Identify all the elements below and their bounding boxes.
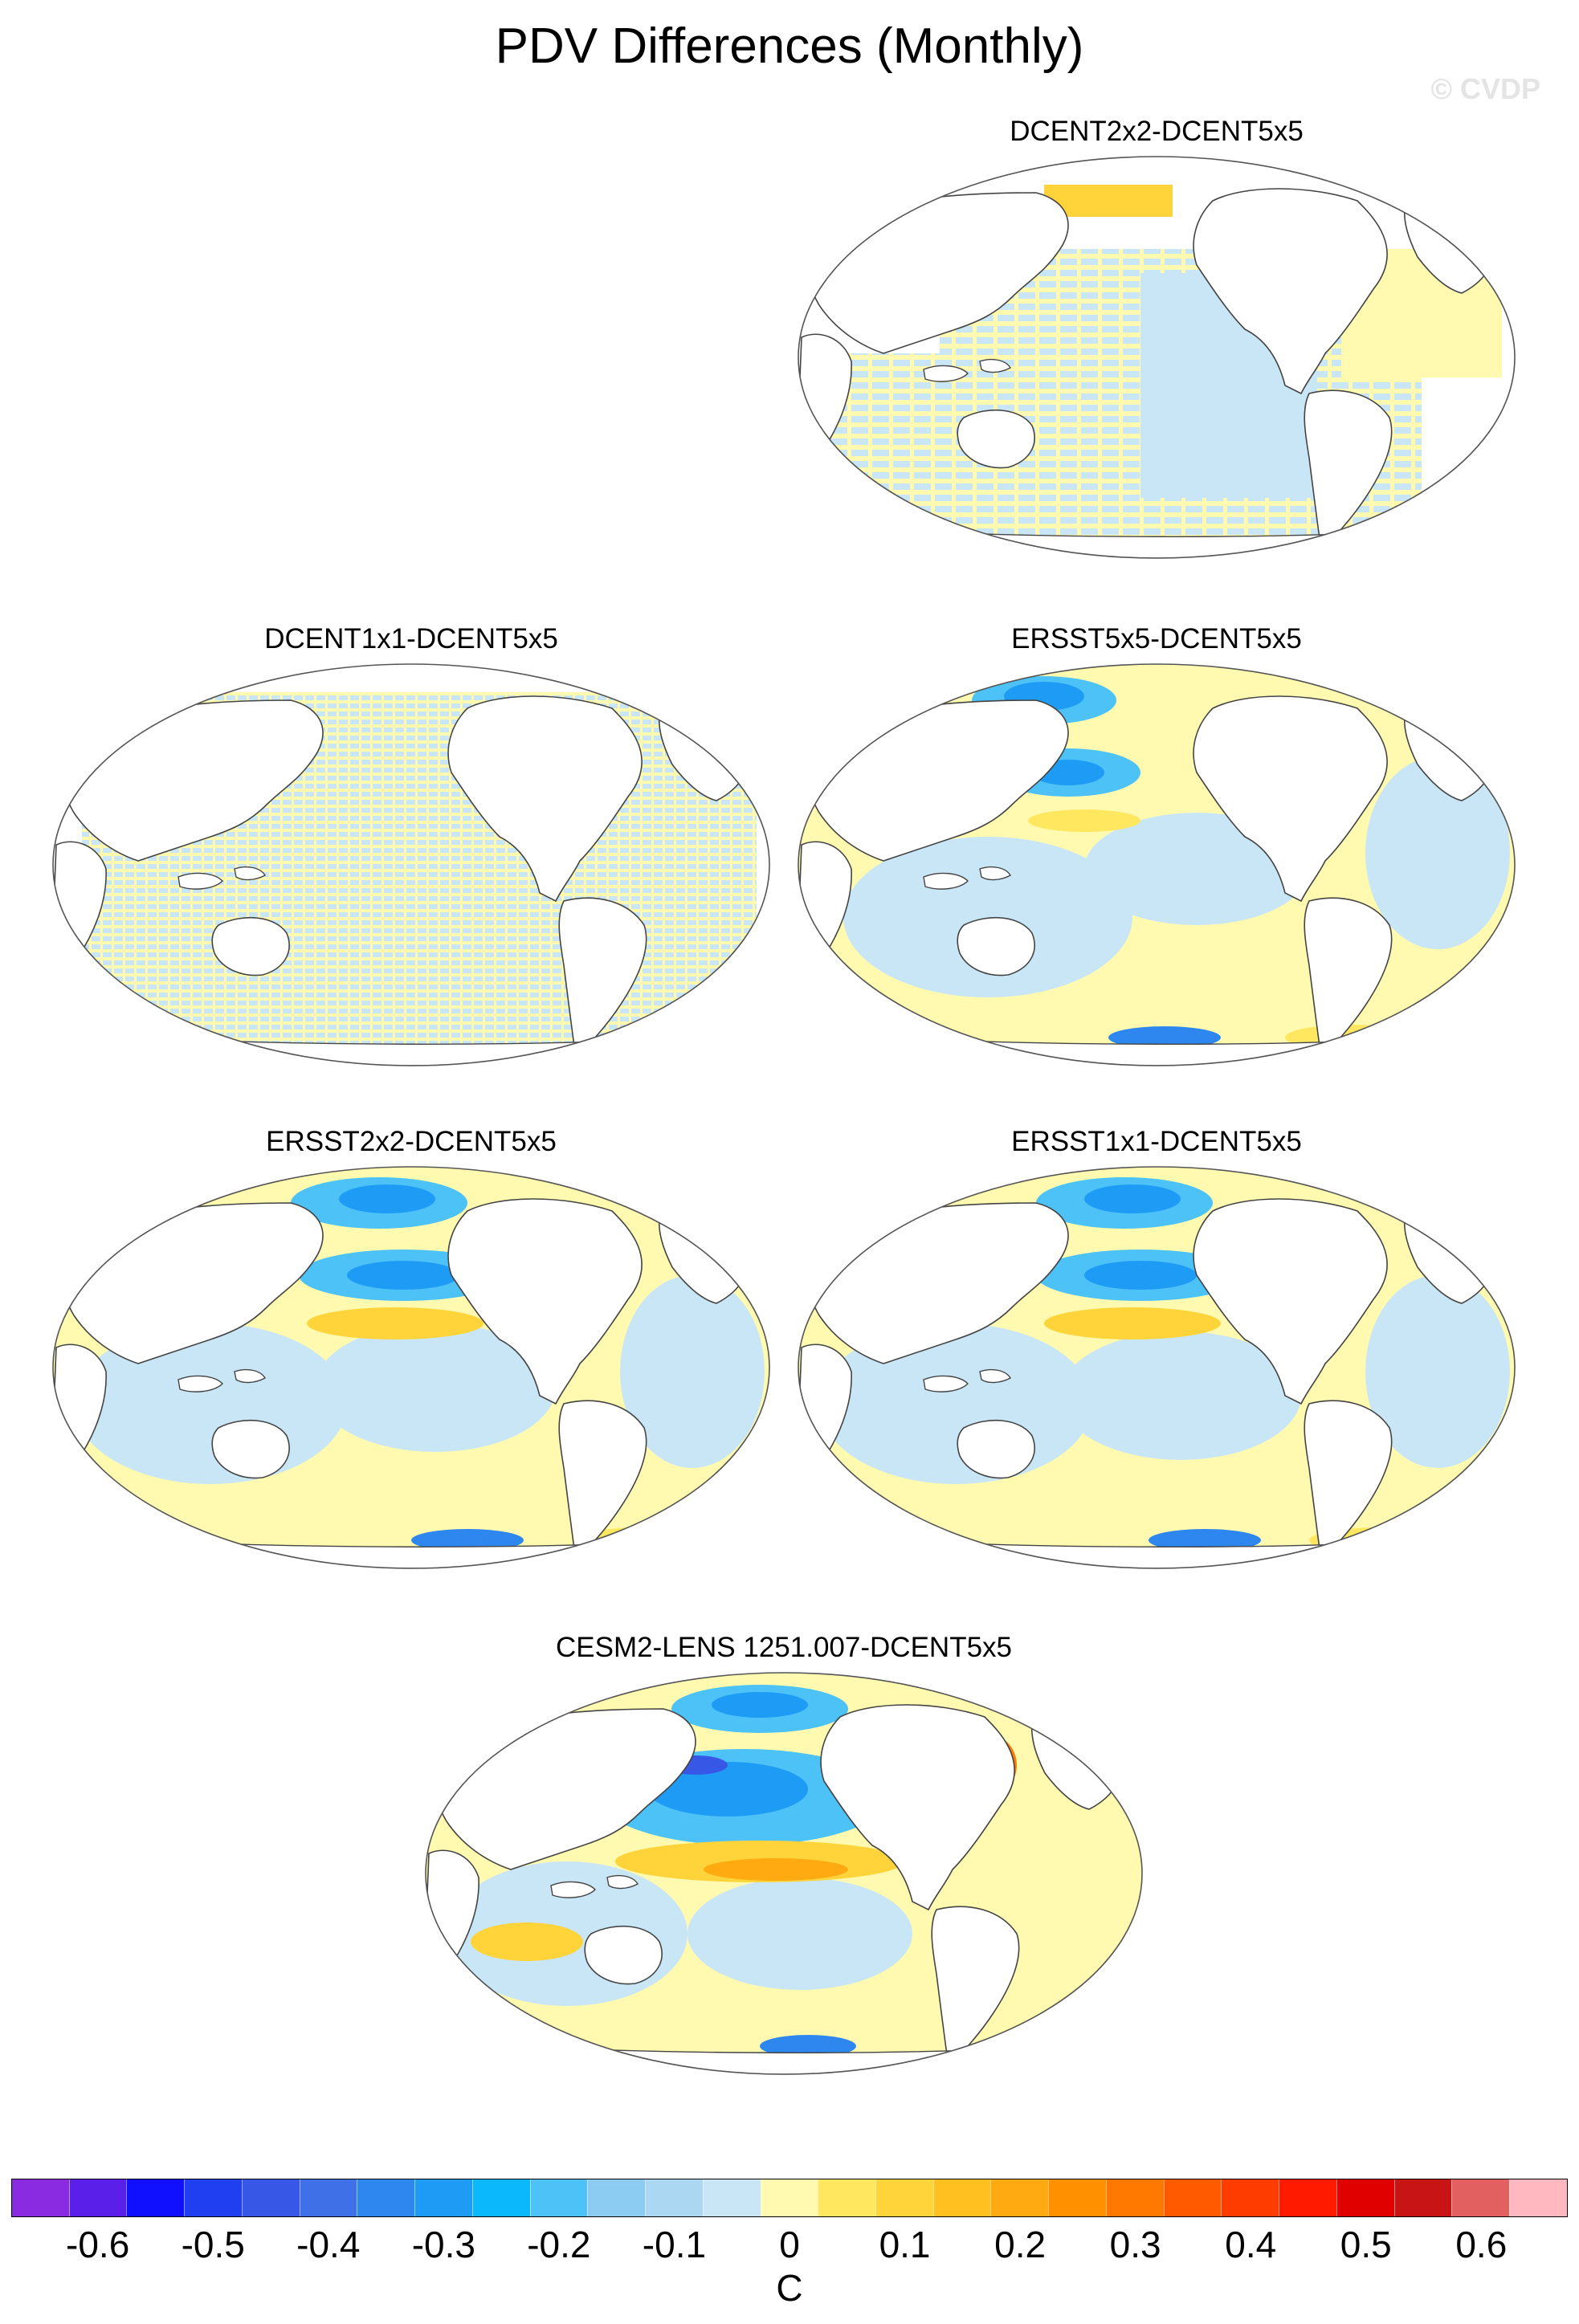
colorbar-cell: [587, 2179, 646, 2216]
colorbar-cell: [1393, 2179, 1452, 2216]
map-plot: [52, 1166, 770, 1569]
colorbar-cell: [529, 2179, 588, 2216]
colorbar-tick-label: 0: [779, 2224, 800, 2265]
colorbar-cell: [414, 2179, 472, 2216]
colorbar-cell: [299, 2179, 357, 2216]
colorbar-cell: [1105, 2179, 1164, 2216]
colorbar-cell: [1451, 2179, 1510, 2216]
map-panel-ersst2x2: ERSST2x2-DCENT5x5: [50, 1126, 773, 1576]
colorbar-cell: [990, 2179, 1049, 2216]
colorbar-cell: [1279, 2179, 1336, 2216]
panel-title: CESM2-LENS 1251.007-DCENT5x5: [555, 1632, 1012, 1663]
colorbar-cell: [1509, 2179, 1567, 2216]
colorbar-cell: [760, 2179, 818, 2216]
colorbar-tick-label: 0.1: [879, 2224, 931, 2265]
colorbar-cell: [645, 2179, 703, 2216]
colorbar-tick-label: 0.3: [1109, 2224, 1161, 2265]
panel-title: ERSST1x1-DCENT5x5: [1011, 1126, 1302, 1157]
colorbar-cell: [1163, 2179, 1222, 2216]
colorbar-cell: [241, 2179, 300, 2216]
colorbar-cell: [1048, 2179, 1106, 2216]
colorbar-cell: [12, 2179, 69, 2216]
colorbar-cell: [1336, 2179, 1394, 2216]
map-panel-dcent2x2: DCENT2x2-DCENT5x5: [795, 116, 1518, 565]
colorbar-tick-label: -0.6: [66, 2224, 130, 2265]
colorbar-cell: [1221, 2179, 1279, 2216]
panel-title: DCENT2x2-DCENT5x5: [1010, 116, 1304, 147]
panel-title: ERSST5x5-DCENT5x5: [1011, 623, 1302, 654]
map-plot: [52, 663, 770, 1066]
colorbar-tick-label: -0.1: [642, 2224, 707, 2265]
map-panel-dcent1x1: DCENT1x1-DCENT5x5: [50, 623, 773, 1073]
colorbar-cell: [68, 2179, 127, 2216]
colorbar-tick-label: 0.2: [994, 2224, 1047, 2265]
panel-title: ERSST2x2-DCENT5x5: [266, 1126, 557, 1157]
colorbar-tick-label: -0.2: [527, 2224, 591, 2265]
colorbar-units: C: [776, 2267, 803, 2309]
figure-title: PDV Differences (Monthly): [495, 18, 1084, 74]
colorbar-tick-label: -0.4: [296, 2224, 361, 2265]
panel-title: DCENT1x1-DCENT5x5: [264, 623, 558, 654]
colorbar-cell: [932, 2179, 991, 2216]
colorbar-cell: [126, 2179, 185, 2216]
colorbar-tick-label: -0.5: [181, 2224, 245, 2265]
colorbar-tick-labels: -0.6 -0.5 -0.4 -0.3 -0.2 -0.1 0 0.1 0.2 0.3 0.4 0.5…: [11, 2223, 1568, 2271]
colorbar-cell: [702, 2179, 761, 2216]
colorbar-tick-label: -0.3: [411, 2224, 475, 2265]
colorbar-cell: [471, 2179, 530, 2216]
colorbar-cell: [818, 2179, 876, 2216]
colorbar: [11, 2179, 1568, 2217]
map-plot: [798, 156, 1516, 559]
map-plot: [798, 663, 1516, 1066]
colorbar-tick-label: 0.4: [1225, 2224, 1277, 2265]
colorbar-tick-label: 0.6: [1455, 2224, 1508, 2265]
colorbar-cell: [357, 2179, 415, 2216]
map-panel-ersst5x5: ERSST5x5-DCENT5x5: [795, 623, 1518, 1073]
map-plot: [425, 1672, 1143, 2075]
colorbar-cell: [875, 2179, 933, 2216]
map-panel-ersst1x1: ERSST1x1-DCENT5x5: [795, 1126, 1518, 1576]
colorbar-tick-label: 0.5: [1340, 2224, 1392, 2265]
colorbar-cell: [184, 2179, 242, 2216]
cvdp-watermark: © CVDP: [1430, 72, 1540, 105]
map-plot: [798, 1166, 1516, 1569]
map-panel-cesm2-lens: CESM2-LENS 1251.007-DCENT5x5: [422, 1632, 1145, 2081]
